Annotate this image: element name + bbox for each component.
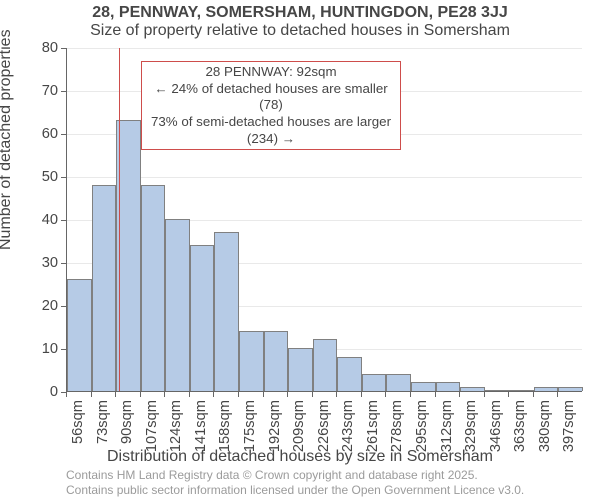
histogram-bar xyxy=(313,339,338,391)
y-tick-label: 30 xyxy=(0,255,58,271)
histogram-bar xyxy=(141,185,166,391)
y-tick-mark xyxy=(61,220,66,221)
x-tick-mark xyxy=(238,392,239,397)
histogram-bar xyxy=(67,279,92,391)
x-tick-label: 346sqm xyxy=(488,400,504,452)
y-tick-mark xyxy=(61,177,66,178)
x-tick-label: 329sqm xyxy=(463,400,479,452)
y-tick-label: 10 xyxy=(0,341,58,357)
x-tick-mark xyxy=(66,392,67,397)
x-tick-label: 295sqm xyxy=(414,400,430,452)
x-tick-label: 141sqm xyxy=(193,400,209,452)
x-tick-mark xyxy=(336,392,337,397)
x-tick-mark xyxy=(508,392,509,397)
x-tick-mark xyxy=(115,392,116,397)
histogram-bar xyxy=(264,331,289,391)
y-tick-label: 40 xyxy=(0,212,58,228)
y-tick-label: 80 xyxy=(0,40,58,56)
x-tick-label: 192sqm xyxy=(267,400,283,452)
y-tick-label: 0 xyxy=(0,384,58,400)
annotation-box: 28 PENNWAY: 92sqm← 24% of detached house… xyxy=(141,61,401,150)
chart-title-line1: 28, PENNWAY, SOMERSHAM, HUNTINGDON, PE28… xyxy=(0,4,600,22)
x-tick-label: 158sqm xyxy=(217,400,233,452)
x-tick-mark xyxy=(557,392,558,397)
x-tick-label: 261sqm xyxy=(365,400,381,452)
x-tick-mark xyxy=(140,392,141,397)
x-tick-mark xyxy=(459,392,460,397)
histogram-bar xyxy=(460,387,485,391)
x-tick-label: 90sqm xyxy=(119,400,135,444)
histogram-bar xyxy=(509,390,534,391)
histogram-bar xyxy=(337,357,362,391)
y-tick-mark xyxy=(61,48,66,49)
x-tick-mark xyxy=(435,392,436,397)
y-tick-label: 60 xyxy=(0,126,58,142)
histogram-bar xyxy=(190,245,215,391)
histogram-bar xyxy=(485,390,510,391)
annotation-line3: 73% of semi-detached houses are larger (… xyxy=(148,114,394,147)
x-tick-mark xyxy=(410,392,411,397)
footer-attribution: Contains HM Land Registry data © Crown c… xyxy=(66,468,524,498)
histogram-bar xyxy=(92,185,117,391)
y-tick-label: 70 xyxy=(0,83,58,99)
x-tick-mark xyxy=(533,392,534,397)
footer-line1: Contains HM Land Registry data © Crown c… xyxy=(66,468,524,483)
histogram-bar xyxy=(214,232,239,391)
x-tick-mark xyxy=(484,392,485,397)
x-tick-mark xyxy=(213,392,214,397)
histogram-bar xyxy=(288,348,313,391)
x-tick-label: 243sqm xyxy=(340,400,356,452)
x-tick-mark xyxy=(312,392,313,397)
chart-title-line2: Size of property relative to detached ho… xyxy=(0,22,600,40)
histogram-bar xyxy=(534,387,559,391)
plot-area: 28 PENNWAY: 92sqm← 24% of detached house… xyxy=(66,48,582,392)
chart-container: 28, PENNWAY, SOMERSHAM, HUNTINGDON, PE28… xyxy=(0,0,600,500)
y-tick-mark xyxy=(61,349,66,350)
x-tick-mark xyxy=(385,392,386,397)
y-tick-mark xyxy=(61,91,66,92)
x-tick-label: 209sqm xyxy=(291,400,307,452)
gridline-h xyxy=(67,177,582,178)
x-tick-label: 397sqm xyxy=(561,400,577,452)
footer-line2: Contains public sector information licen… xyxy=(66,483,524,498)
x-tick-mark xyxy=(287,392,288,397)
x-tick-label: 226sqm xyxy=(316,400,332,452)
x-tick-label: 380sqm xyxy=(537,400,553,452)
annotation-line2: ← 24% of detached houses are smaller (78… xyxy=(148,81,394,114)
gridline-h xyxy=(67,48,582,49)
y-tick-label: 20 xyxy=(0,298,58,314)
y-tick-mark xyxy=(61,306,66,307)
histogram-bar xyxy=(362,374,387,391)
histogram-bar xyxy=(558,387,583,391)
histogram-bar xyxy=(411,382,436,391)
histogram-bar xyxy=(436,382,461,391)
x-tick-label: 363sqm xyxy=(512,400,528,452)
x-tick-mark xyxy=(263,392,264,397)
histogram-bar xyxy=(386,374,411,391)
x-tick-mark xyxy=(189,392,190,397)
x-tick-label: 312sqm xyxy=(439,400,455,452)
x-tick-label: 73sqm xyxy=(95,400,111,444)
x-tick-label: 124sqm xyxy=(168,400,184,452)
y-tick-label: 50 xyxy=(0,169,58,185)
reference-line xyxy=(119,48,120,391)
x-tick-label: 56sqm xyxy=(70,400,86,444)
x-axis-label: Distribution of detached houses by size … xyxy=(0,448,600,466)
x-tick-label: 278sqm xyxy=(389,400,405,452)
x-tick-mark xyxy=(361,392,362,397)
histogram-bar xyxy=(239,331,264,391)
x-tick-label: 107sqm xyxy=(144,400,160,452)
y-tick-mark xyxy=(61,134,66,135)
y-tick-mark xyxy=(61,263,66,264)
x-tick-mark xyxy=(164,392,165,397)
histogram-bar xyxy=(165,219,190,391)
x-tick-label: 175sqm xyxy=(242,400,258,452)
x-tick-mark xyxy=(91,392,92,397)
annotation-line1: 28 PENNWAY: 92sqm xyxy=(148,64,394,81)
